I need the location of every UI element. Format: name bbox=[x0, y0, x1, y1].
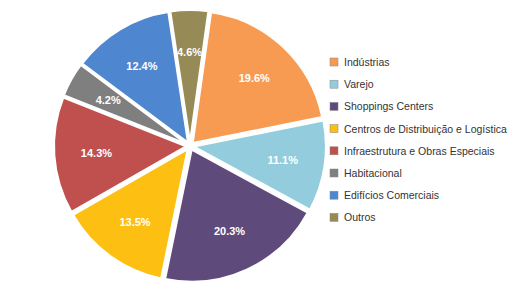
slice bbox=[82, 12, 188, 143]
legend-label: Shoppings Centers bbox=[344, 100, 433, 112]
pie bbox=[54, 10, 326, 282]
legend: Indústrias Varejo Shoppings Centers Centros… bbox=[330, 56, 507, 223]
legend-label: Edifícios Comerciais bbox=[344, 189, 439, 201]
legend-label: Outros bbox=[344, 211, 376, 223]
data-label: 4.6% bbox=[177, 46, 202, 58]
data-label: 14.3% bbox=[81, 147, 112, 159]
legend-label: Indústrias bbox=[344, 56, 390, 68]
data-label: 13.5% bbox=[119, 216, 150, 228]
legend-label: Habitacional bbox=[344, 167, 402, 179]
legend-swatch bbox=[330, 191, 338, 199]
chart: 19.6% 11.1% 20.3% 13.5% 14.3% 4.2% 12.4% 4.6% In… bbox=[0, 0, 526, 292]
data-label: 12.4% bbox=[126, 60, 157, 72]
legend-swatch bbox=[330, 169, 338, 177]
legend-label: Centros de Distribuição e Logística bbox=[344, 123, 507, 135]
slice bbox=[165, 150, 308, 282]
data-label: 4.2% bbox=[96, 94, 121, 106]
legend-swatch bbox=[330, 125, 338, 133]
legend-label: Infraestrutura e Obras Especiais bbox=[344, 145, 495, 157]
legend-swatch bbox=[330, 147, 338, 155]
legend-swatch bbox=[330, 58, 338, 66]
data-label: 20.3% bbox=[214, 225, 245, 237]
slice bbox=[170, 10, 208, 142]
data-label: 19.6% bbox=[239, 72, 270, 84]
data-label: 11.1% bbox=[267, 154, 298, 166]
slice bbox=[193, 12, 322, 143]
legend-swatch bbox=[330, 80, 338, 88]
data-labels: 19.6% 11.1% 20.3% 13.5% 14.3% 4.2% 12.4% 4.6% bbox=[81, 46, 298, 237]
legend-swatch bbox=[330, 213, 338, 221]
legend-swatch bbox=[330, 102, 338, 110]
legend-label: Varejo bbox=[344, 78, 374, 90]
